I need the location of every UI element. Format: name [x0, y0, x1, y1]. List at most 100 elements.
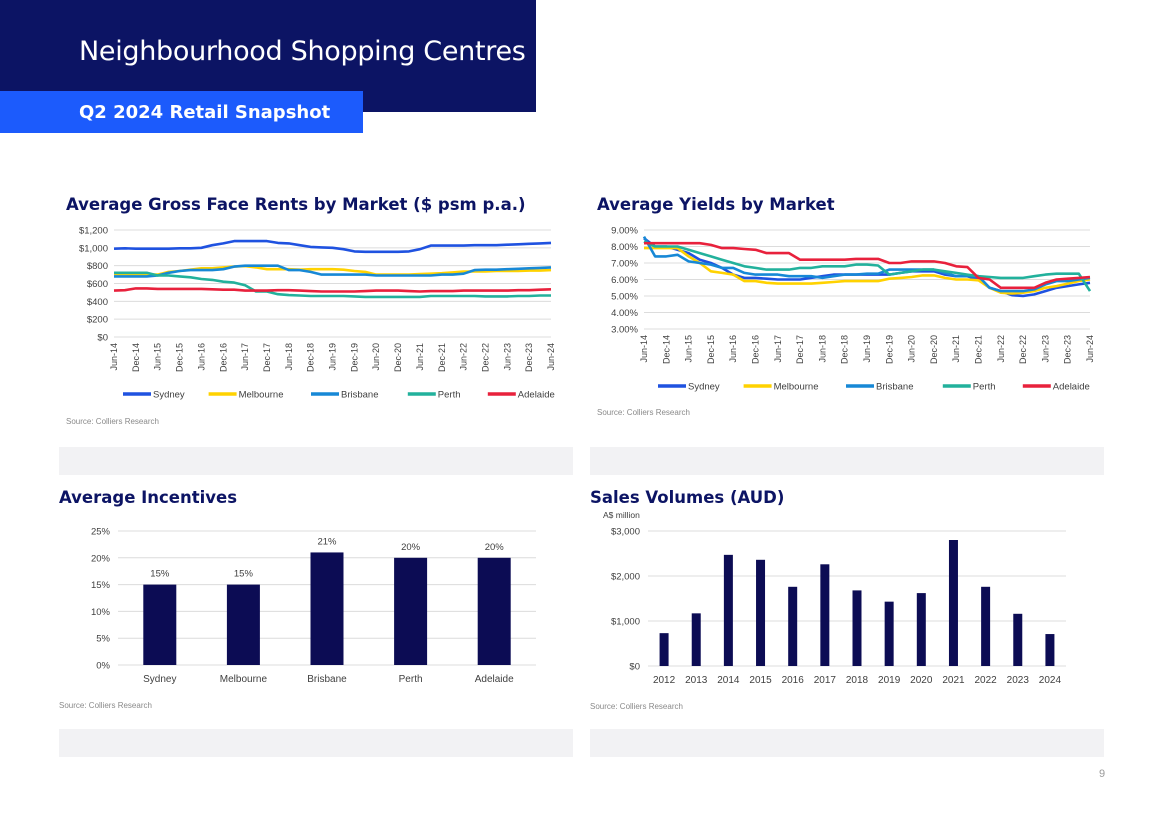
rents-y-tick-label: $400: [87, 297, 108, 308]
rents-x-tick-label: Dec-16: [218, 343, 228, 372]
incentives-chart-title: Average Incentives: [59, 488, 238, 507]
rents-x-tick-label: Jun-19: [328, 343, 338, 371]
rents-x-tick-label: Jun-22: [459, 343, 469, 371]
incentives-y-tick-label: 20%: [91, 553, 111, 564]
yields-legend-label: Brisbane: [876, 382, 914, 393]
sales-bar-2016: [788, 586, 798, 666]
sales-x-tick-label: 2020: [910, 675, 933, 686]
yields-x-tick-label: Dec-14: [661, 335, 671, 364]
page-number: 9: [1099, 768, 1106, 780]
yields-series-line-brisbane: [642, 235, 1091, 293]
sales-bar-2020: [916, 593, 926, 666]
yields-source: Source: Colliers Research: [597, 408, 690, 417]
page-subtitle: Q2 2024 Retail Snapshot: [79, 102, 331, 123]
yields-x-tick-label: Dec-22: [1018, 335, 1028, 364]
rents-x-tick-label: Jun-21: [415, 343, 425, 371]
yields-x-tick-label: Jun-22: [996, 335, 1006, 363]
yields-x-tick-label: Dec-16: [751, 335, 761, 364]
rents-y-tick-label: $600: [87, 279, 108, 290]
yields-x-tick-label: Jun-17: [773, 335, 783, 363]
yields-x-tick-label: Jun-21: [951, 335, 961, 363]
yields-x-tick-label: Jun-14: [639, 335, 649, 363]
rents-series-line-brisbane: [114, 264, 552, 278]
sales-x-tick-label: 2024: [1039, 675, 1062, 686]
rents-y-tick-label: $1,200: [79, 226, 108, 237]
incentives-y-tick-label: 0%: [96, 661, 110, 672]
rents-series-line-sydney: [113, 239, 552, 254]
sales-source: Source: Colliers Research: [590, 702, 683, 711]
incentives-bar-adelaide: [477, 557, 511, 665]
rents-x-tick-label: Dec-22: [480, 343, 490, 372]
rents-legend-label: Brisbane: [341, 390, 379, 401]
sales-x-tick-label: 2012: [653, 675, 676, 686]
sales-bar-2014: [723, 554, 733, 666]
rents-x-tick-label: Dec-20: [393, 343, 403, 372]
incentives-data-label: 15%: [150, 569, 170, 580]
sales-y-tick-label: $1,000: [611, 617, 640, 628]
rents-x-tick-label: Jun-15: [153, 343, 163, 371]
sales-chart-title: Sales Volumes (AUD): [590, 488, 785, 507]
yields-x-tick-label: Dec-17: [795, 335, 805, 364]
yields-x-tick-label: Dec-15: [706, 335, 716, 364]
sales-y-tick-label: $3,000: [611, 527, 640, 538]
rents-x-tick-label: Jun-17: [240, 343, 250, 371]
sales-bar-2012: [659, 633, 669, 666]
sales-bar-2022: [981, 586, 991, 666]
notes-box-rents: [59, 447, 573, 475]
notes-box-incentives: [59, 729, 573, 757]
yields-x-tick-label: Dec-18: [840, 335, 850, 364]
yields-x-tick-label: Jun-16: [728, 335, 738, 363]
sales-y-tick-label: $0: [629, 662, 640, 673]
incentives-x-tick-label: Perth: [399, 674, 423, 685]
sales-x-tick-label: 2015: [749, 675, 772, 686]
sales-x-tick-label: 2023: [1007, 675, 1030, 686]
sales-x-tick-label: 2014: [717, 675, 740, 686]
yields-x-tick-label: Jun-18: [817, 335, 827, 363]
sales-bar-2021: [948, 540, 958, 666]
sales-x-tick-label: 2018: [846, 675, 869, 686]
yields-series-line-perth: [643, 240, 1092, 292]
yields-x-tick-label: Jun-23: [1040, 335, 1050, 363]
yields-x-tick-label: Jun-15: [684, 335, 694, 363]
incentives-y-tick-label: 25%: [91, 527, 111, 538]
yields-x-tick-label: Jun-20: [907, 335, 917, 363]
rents-legend-label: Adelaide: [518, 390, 555, 401]
rents-x-tick-label: Jun-16: [196, 343, 206, 371]
yields-x-tick-label: Dec-20: [929, 335, 939, 364]
sales-y-tick-label: $2,000: [611, 572, 640, 583]
rents-y-tick-label: $800: [87, 261, 108, 272]
rents-legend-label: Melbourne: [239, 390, 284, 401]
incentives-source: Source: Colliers Research: [59, 701, 152, 710]
rents-x-tick-label: Jun-23: [502, 343, 512, 371]
rents-x-tick-label: Dec-15: [175, 343, 185, 372]
incentives-x-tick-label: Brisbane: [307, 674, 347, 685]
yields-x-tick-label: Jun-24: [1085, 335, 1095, 363]
yields-chart-title: Average Yields by Market: [597, 195, 835, 214]
rents-x-tick-label: Jun-14: [109, 343, 119, 371]
yields-x-tick-label: Dec-23: [1063, 335, 1073, 364]
notes-box-yields: [590, 447, 1104, 475]
incentives-data-label: 20%: [485, 542, 505, 553]
yields-y-tick-label: 4.00%: [611, 308, 638, 319]
rents-chart-title: Average Gross Face Rents by Market ($ ps…: [66, 195, 526, 214]
yields-y-tick-label: 5.00%: [611, 292, 638, 303]
incentives-x-tick-label: Sydney: [143, 674, 176, 685]
rents-x-tick-label: Dec-17: [262, 343, 272, 372]
rents-series-line-perth: [114, 271, 551, 299]
subtitle-band: [0, 91, 363, 133]
incentives-x-tick-label: Melbourne: [220, 674, 268, 685]
sales-bar-2017: [820, 564, 830, 666]
yields-legend-label: Perth: [973, 382, 996, 393]
yields-y-tick-label: 9.00%: [611, 226, 638, 237]
incentives-y-tick-label: 10%: [91, 607, 111, 618]
sales-y-axis-label: A$ million: [603, 510, 640, 520]
yields-y-tick-label: 3.00%: [611, 325, 638, 336]
incentives-bar-sydney: [143, 584, 177, 665]
yields-x-tick-label: Dec-21: [974, 335, 984, 364]
sales-bar-2023: [1013, 613, 1023, 666]
sales-bar-2015: [756, 559, 766, 666]
yields-y-tick-label: 8.00%: [611, 242, 638, 253]
sales-bar-2024: [1045, 634, 1055, 666]
incentives-bar-perth: [394, 557, 428, 665]
rents-x-tick-label: Jun-18: [284, 343, 294, 371]
